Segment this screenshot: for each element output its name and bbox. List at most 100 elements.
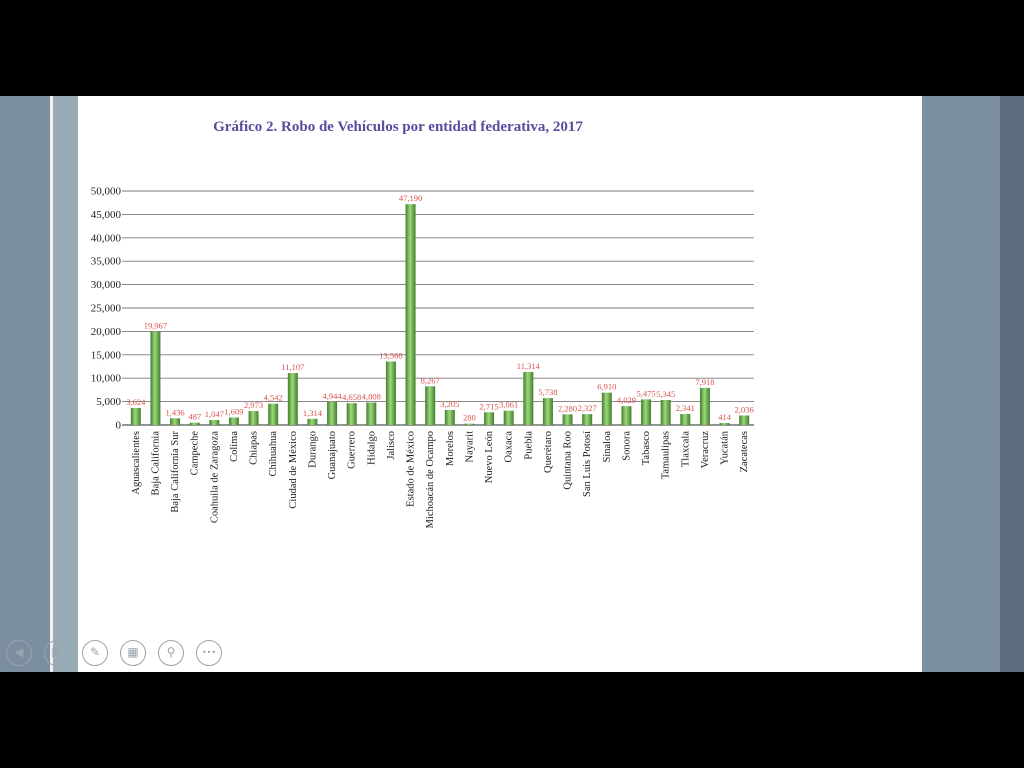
bar [739, 415, 750, 425]
bar [444, 410, 455, 425]
zoom-button[interactable]: ⚲ [158, 640, 184, 666]
next-icon: ▶ [52, 645, 62, 659]
bar [503, 410, 514, 425]
bar [562, 414, 573, 425]
x-tick-label: Michoacán de Ocampo [425, 431, 436, 528]
data-label: 2,036 [735, 404, 754, 414]
x-tick-label: Hidalgo [366, 431, 377, 465]
x-tick-label: Tlaxcala [680, 431, 691, 467]
bar [189, 422, 200, 425]
data-label: 19,967 [144, 321, 167, 331]
zoom-icon: ⚲ [166, 645, 176, 659]
x-tick-label: Sonora [621, 431, 632, 461]
bar [680, 414, 691, 425]
bar [346, 403, 357, 425]
y-tick-label: 30,000 [91, 279, 122, 291]
x-tick-label: Nuevo León [484, 430, 495, 483]
x-tick-label: Tabasco [641, 431, 652, 465]
data-label: 5,738 [538, 387, 557, 397]
data-label: 2,973 [244, 400, 263, 410]
right-panel-strip [1000, 96, 1024, 672]
right-side-panel [922, 96, 1024, 672]
x-tick-label: Morelos [445, 431, 456, 466]
data-label: 11,314 [517, 361, 541, 371]
x-tick-label: Coahuila de Zaragoza [209, 431, 220, 523]
bar [582, 414, 593, 425]
x-tick-label: Guanajuato [327, 431, 338, 479]
x-tick-label: Chihuahua [268, 431, 279, 477]
bar [287, 373, 298, 425]
x-tick-label: Oaxaca [504, 431, 515, 463]
data-label: 4,944 [323, 391, 343, 401]
bar [307, 418, 318, 425]
data-label: 2,341 [676, 403, 695, 413]
letterbox-top [0, 0, 1024, 96]
slides-icon: ▦ [127, 645, 139, 659]
data-label: 47,190 [399, 193, 422, 203]
data-label: 4,658 [342, 392, 361, 402]
y-tick-label: 45,000 [91, 209, 122, 221]
x-tick-label: Durango [307, 431, 318, 468]
data-label: 2,715 [480, 401, 499, 411]
data-label: 5,345 [656, 389, 675, 399]
left-panel-strip [53, 96, 78, 672]
data-label: 280 [463, 413, 476, 423]
x-tick-label: Ciudad de México [288, 431, 299, 509]
bar [523, 372, 534, 425]
data-label: 3,205 [440, 399, 459, 409]
see-all-slides-button[interactable]: ▦ [120, 640, 146, 666]
more-icon: ••• [201, 648, 217, 657]
data-label: 7,918 [695, 377, 714, 387]
data-label: 13,568 [379, 351, 402, 361]
pen-icon: ✎ [89, 645, 101, 659]
bar [228, 417, 239, 425]
slide: Gráfico 2. Robo de Vehículos por entidad… [78, 96, 922, 672]
chart-title: Gráfico 2. Robo de Vehículos por entidad… [213, 119, 583, 135]
bar [385, 361, 396, 425]
x-tick-label: Estado de México [406, 431, 417, 507]
data-label: 414 [718, 412, 732, 422]
data-label: 3,061 [499, 400, 518, 410]
x-tick-label: Nayarit [464, 431, 475, 463]
data-label: 4,029 [617, 395, 636, 405]
data-label: 6,910 [597, 382, 616, 392]
x-tick-label: Puebla [523, 431, 534, 460]
x-tick-label: San Luis Potosí [582, 431, 593, 497]
bar [484, 412, 495, 425]
x-tick-label: Baja California [150, 431, 161, 496]
previous-slide-button[interactable]: ◀ [6, 640, 32, 666]
data-label: 5,475 [637, 388, 656, 398]
data-label: 4,808 [362, 391, 381, 401]
x-tick-label: Tamaulipas [661, 431, 672, 479]
bar [601, 392, 612, 425]
bar [248, 411, 259, 425]
bar [150, 331, 161, 425]
bar [542, 398, 553, 425]
bar [405, 204, 416, 425]
y-tick-label: 10,000 [91, 373, 122, 385]
data-label: 11,107 [281, 362, 304, 372]
y-tick-label: 40,000 [91, 232, 122, 244]
letterbox-bottom [0, 672, 1024, 768]
data-label: 1,609 [224, 406, 243, 416]
bar [699, 387, 710, 425]
x-tick-label: Quintana Roo [563, 431, 574, 490]
y-tick-label: 50,000 [91, 186, 122, 198]
x-tick-label: Yucatán [720, 430, 731, 465]
data-label: 4,542 [264, 393, 283, 403]
y-tick-label: 15,000 [91, 349, 122, 361]
x-tick-label: Campeche [190, 431, 201, 476]
pen-tool-button[interactable]: ✎ [82, 640, 108, 666]
next-slide-button[interactable]: ▶ [44, 640, 70, 666]
data-label: 3,624 [126, 397, 146, 407]
x-tick-label: Aguascalientes [131, 431, 142, 495]
data-label: 2,327 [578, 403, 597, 413]
more-options-button[interactable]: ••• [196, 640, 222, 666]
data-label: 1,314 [303, 408, 323, 418]
x-tick-label: Chiapas [249, 431, 260, 465]
bar [130, 408, 141, 425]
previous-icon: ◀ [14, 645, 24, 659]
bar [366, 402, 377, 425]
data-label: 487 [188, 412, 201, 422]
bar [621, 406, 632, 425]
